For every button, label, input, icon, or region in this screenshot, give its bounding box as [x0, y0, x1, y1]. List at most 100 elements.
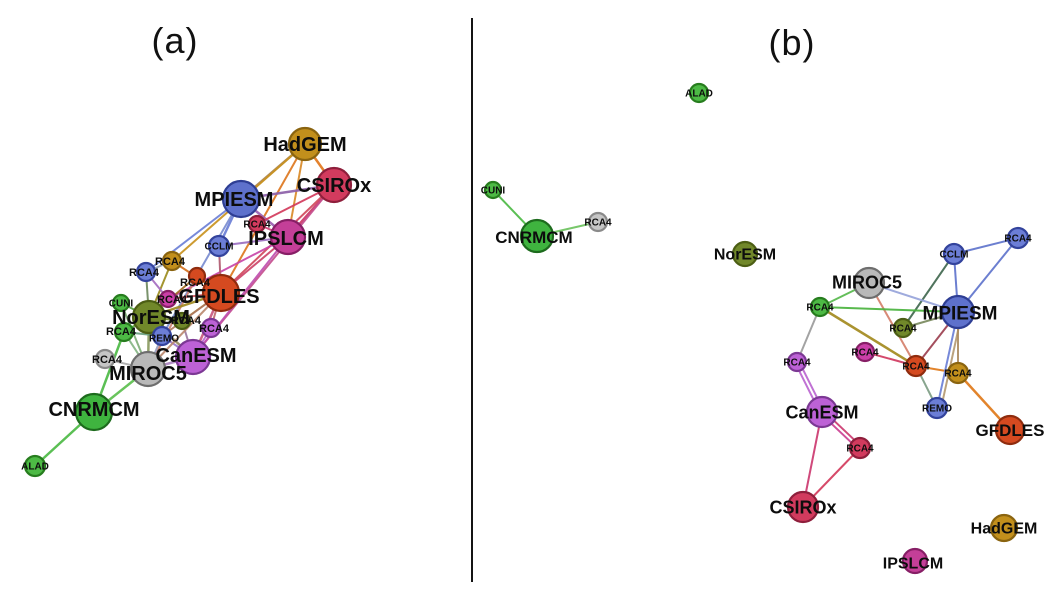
edge-mpiesm-remo: [161, 198, 242, 337]
node-rca4-a: [135, 261, 157, 283]
panel-a: HadGEMCSIROxMPIESMRCA4IPSLCMCCLMRCA4RCA4…: [21, 126, 371, 478]
node-miroc5-a: [129, 350, 167, 388]
node-label-cclm-a: CCLM: [205, 242, 234, 253]
node-label-cnrmcm-a: CNRMCM: [48, 399, 139, 421]
node-cclm-b: [942, 242, 966, 266]
node-ipslcm-a: [269, 218, 307, 256]
node-hadgem-b: [989, 513, 1019, 543]
node-alad-b: [688, 82, 710, 104]
node-rca4-b: [786, 351, 808, 373]
edge-cclm-rca4_nor: [902, 253, 955, 329]
node-label-noresm-b: NorESM: [714, 247, 776, 264]
node-rca4-a: [161, 250, 183, 272]
node-label-rca4-a: RCA4: [155, 256, 186, 268]
edge-rca4_cnrm-rca4_gf: [818, 305, 918, 368]
panel-a-title: (a): [151, 20, 199, 61]
node-rca4-a: [200, 317, 222, 339]
node-rca4-b: [587, 211, 609, 233]
node-rca4-b: [854, 341, 876, 363]
edge-rca4_cnrm-mpiesm: [819, 306, 959, 313]
node-rca4-a: [113, 321, 135, 343]
node-remo-b: [925, 396, 949, 420]
labels-b: ALAD CUNI CNRMCM RCA4 NorESM MIROC5 CCLM RCA4 MP…: [481, 89, 1045, 573]
node-label-remo-b: REMO: [922, 404, 952, 415]
node-label-rca4-b: RCA4: [806, 303, 834, 314]
node-label-gfdles-b: GFDLES: [976, 421, 1045, 440]
node-label-csirox-a: CSIROx: [297, 175, 371, 197]
node-label-alad-a: ALAD: [21, 462, 49, 473]
nodes-b: [483, 82, 1030, 575]
node-mpiesm-a: [221, 179, 261, 219]
node-label-gfdles-a: GFDLES: [178, 286, 259, 308]
node-label-rca4-b: RCA4: [846, 444, 874, 455]
node-rca4-b: [1006, 226, 1030, 250]
node-label-csirox-b: CSIROx: [769, 497, 836, 517]
node-label-mpiesm-a: MPIESM: [195, 189, 274, 211]
node-label-rca4-a: RCA4: [92, 354, 123, 366]
node-gfdles-a: [201, 273, 241, 313]
node-label-rca4-a: RCA4: [171, 315, 202, 327]
node-remo-a: [151, 325, 173, 347]
node-label-ipslcm-a: IPSLCM: [248, 228, 324, 250]
panel-b-title: (b): [768, 22, 816, 63]
node-cnrmcm-a: [74, 392, 114, 432]
node-rca4-b: [892, 317, 914, 339]
edge-mpiesm-rca4_mpi: [145, 198, 242, 273]
node-label-hadgem-b: HadGEM: [971, 521, 1038, 538]
node-alad-a: [23, 454, 47, 478]
node-label-rca4-b: RCA4: [584, 218, 612, 229]
node-label-remo-a: REMO: [149, 334, 179, 345]
node-label-hadgem-a: HadGEM: [263, 134, 346, 156]
node-rca4-b: [848, 436, 872, 460]
node-csirox-a: [315, 166, 353, 204]
node-label-noresm-a: NorESM: [112, 307, 190, 329]
node-label-rca4-a: RCA4: [157, 294, 188, 306]
node-label-rca4-a: RCA4: [106, 326, 137, 338]
node-label-rca4-a: RCA4: [199, 323, 230, 335]
node-miroc5-b: [852, 266, 886, 300]
node-label-rca4-a: RCA4: [243, 220, 271, 231]
node-label-rca4-b: RCA4: [783, 358, 811, 369]
node-rca4-a: [172, 311, 192, 331]
node-label-canesm-b: CanESM: [785, 402, 858, 422]
node-csirox-b: [786, 490, 820, 524]
node-rca4-b: [946, 361, 970, 385]
node-label-canesm-a: CanESM: [155, 345, 236, 367]
node-rca4-a: [247, 214, 267, 234]
panel-b: ALAD CUNI CNRMCM RCA4 NorESM MIROC5 CCLM RCA4 MP…: [481, 82, 1045, 575]
node-label-rca4-b: RCA4: [902, 362, 930, 373]
node-canesm-b: [805, 395, 839, 429]
node-label-rca4-b: RCA4: [944, 369, 972, 380]
nodes-a: [23, 126, 353, 478]
labels-a: HadGEMCSIROxMPIESMRCA4IPSLCMCCLMRCA4RCA4…: [21, 134, 371, 473]
node-label-rca4-a: RCA4: [180, 277, 211, 289]
node-label-ipslcm-b: IPSLCM: [883, 556, 943, 573]
node-rca4-a: [158, 289, 178, 309]
node-rca4-a: [94, 348, 116, 370]
node-hadgem-a: [287, 126, 323, 162]
node-mpiesm-b: [940, 294, 976, 330]
node-label-rca4-b: RCA4: [1004, 234, 1032, 245]
node-rca4-a: [187, 266, 207, 286]
node-cuni-b: [483, 180, 503, 200]
node-noresm-a: [131, 299, 167, 335]
node-cclm-a: [207, 234, 231, 258]
node-label-cnrmcm-b: CNRMCM: [495, 228, 572, 247]
node-label-alad-b: ALAD: [685, 89, 713, 100]
edge-ipslcm-rca4_ips: [167, 236, 289, 300]
node-label-miroc5-b: MIROC5: [832, 272, 902, 292]
node-canesm-a: [174, 338, 212, 376]
node-noresm-b: [731, 240, 759, 268]
node-label-cuni-b: CUNI: [481, 186, 506, 197]
edge-canesm-csirox: [802, 411, 823, 508]
node-gfdles-b: [994, 414, 1026, 446]
node-ipslcm-b: [901, 547, 929, 575]
node-cnrmcm-b: [519, 218, 555, 254]
node-label-cuni-a: CUNI: [109, 299, 134, 310]
node-label-cclm-b: CCLM: [940, 250, 969, 261]
node-label-mpiesm-b: MPIESM: [923, 304, 998, 325]
node-label-miroc5-a: MIROC5: [109, 363, 187, 385]
node-label-rca4-b: RCA4: [851, 348, 879, 359]
